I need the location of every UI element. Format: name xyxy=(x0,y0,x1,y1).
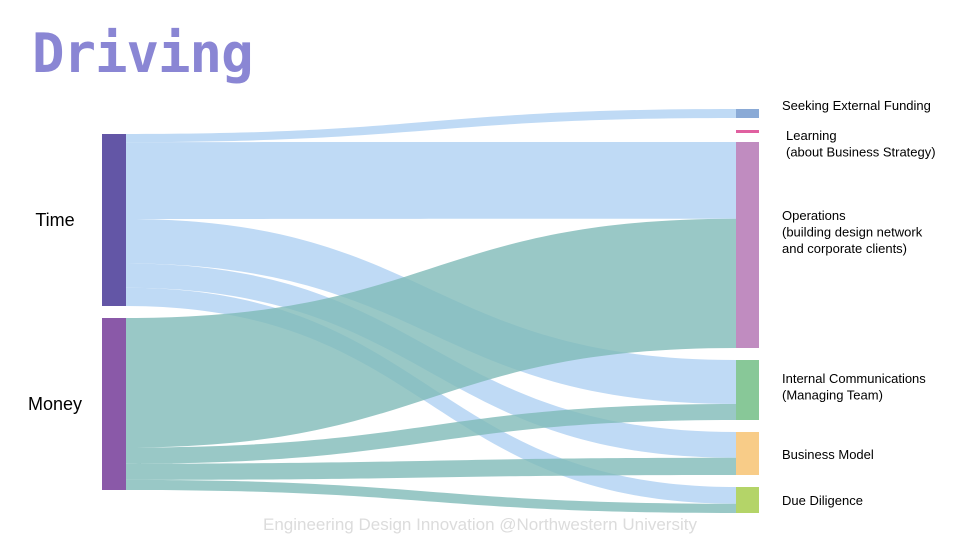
node-model xyxy=(736,432,759,475)
flow-time-to-operations xyxy=(126,142,736,219)
flow-time-to-funding xyxy=(126,109,736,143)
sankey-nodes xyxy=(102,109,759,513)
node-label-diligence: Due Diligence xyxy=(782,493,863,508)
node-learning xyxy=(736,130,759,133)
flow-money-to-operations xyxy=(126,218,736,448)
sankey-links xyxy=(126,109,736,513)
page-title: Driving xyxy=(32,22,254,85)
node-label-operations: Operations (building design network and co… xyxy=(782,208,923,256)
sankey-labels: Time Money Seeking External Funding Learnin… xyxy=(28,98,936,508)
flow-money-to-internal xyxy=(126,404,736,464)
node-label-money: Money xyxy=(28,394,82,414)
node-label-model: Business Model xyxy=(782,447,874,462)
node-label-internal: Internal Communications (Managing Team) xyxy=(782,371,926,403)
node-label-funding: Seeking External Funding xyxy=(782,98,931,113)
flow-money-to-diligence xyxy=(126,479,736,513)
flow-money-to-model xyxy=(126,457,736,480)
node-internal xyxy=(736,360,759,420)
node-label-learning: Learning (about Business Strategy) xyxy=(786,128,936,160)
node-funding xyxy=(736,109,759,118)
node-time xyxy=(102,134,126,306)
node-money xyxy=(102,318,126,490)
node-label-time: Time xyxy=(35,210,74,230)
node-diligence xyxy=(736,487,759,513)
node-operations xyxy=(736,142,759,348)
footer-credit: Engineering Design Innovation @Northwest… xyxy=(263,515,697,534)
